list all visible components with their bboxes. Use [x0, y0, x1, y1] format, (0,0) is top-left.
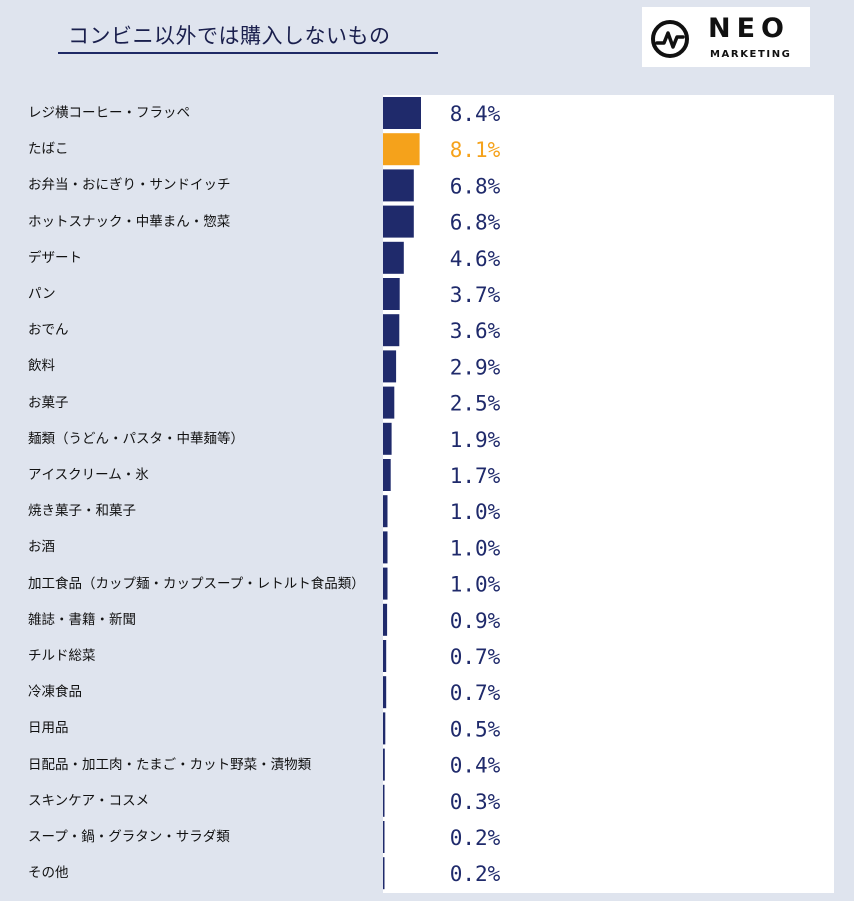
logo-marketing-text: MARKETING	[710, 49, 792, 60]
bar	[383, 314, 400, 347]
bar	[383, 205, 414, 238]
value-label: 1.0%	[450, 500, 501, 524]
category-label: パン	[28, 286, 56, 302]
bar	[383, 857, 385, 890]
value-label: 1.7%	[450, 464, 501, 488]
category-label: 焼き菓子・和菓子	[28, 503, 136, 520]
category-label: 冷凍食品	[28, 684, 82, 701]
bar	[383, 640, 387, 672]
value-label: 0.3%	[450, 790, 501, 814]
bar	[383, 712, 386, 745]
value-label: 1.0%	[450, 573, 501, 597]
pulse-circle-icon	[651, 20, 689, 58]
category-label: スキンケア・コスメ	[28, 792, 150, 809]
bar	[383, 567, 388, 600]
bar	[383, 748, 385, 781]
value-label: 2.5%	[450, 392, 501, 416]
bar	[383, 422, 392, 455]
neo-marketing-logo: NEO MARKETING	[642, 7, 810, 67]
category-label: お弁当・おにぎり・サンドイッチ	[28, 177, 231, 194]
value-label: 2.9%	[450, 355, 501, 379]
bar	[383, 821, 385, 853]
bar	[383, 169, 414, 202]
category-label: アイスクリーム・氷	[28, 467, 149, 483]
category-label: 麺類（うどん・パスタ・中華麺等）	[28, 430, 244, 447]
value-label: 0.7%	[450, 681, 501, 705]
category-label: たばこ	[28, 141, 69, 158]
bar	[383, 350, 397, 383]
title-underline	[58, 52, 438, 54]
value-label: 0.2%	[450, 862, 501, 886]
category-label: おでん	[28, 322, 69, 339]
category-label: 日用品	[28, 720, 69, 737]
chart-title: コンビニ以外では購入しないもの	[68, 24, 391, 48]
category-label: 日配品・加工肉・たまご・カット野菜・漬物類	[28, 756, 312, 773]
value-label: 0.2%	[450, 826, 501, 850]
bar	[383, 386, 395, 419]
value-label: 3.6%	[450, 319, 501, 343]
category-label: 飲料	[28, 358, 55, 375]
category-label: 雑誌・書籍・新聞	[28, 611, 136, 628]
logo-neo-text: NEO	[708, 13, 790, 44]
value-label: 8.1%	[450, 138, 501, 162]
value-label: 6.8%	[450, 174, 501, 198]
bar	[383, 495, 388, 528]
bar	[383, 278, 400, 310]
bar-chart: 8.4% 8.1% 6.8% 6.8% 4.6% 3.7% 3.6% 2.9% 2.5% 1.9%…	[383, 97, 501, 890]
bar	[383, 603, 388, 636]
category-label: ホットスナック・中華まん・惣菜	[28, 213, 231, 230]
category-label: 加工食品（カップ麺・カップスープ・レトルト食品類）	[28, 575, 365, 592]
bar	[383, 784, 385, 817]
value-label: 8.4%	[450, 102, 501, 126]
bar	[383, 676, 387, 709]
category-label: その他	[28, 865, 69, 882]
category-label: お酒	[28, 539, 55, 556]
chart-panel: 8.4% 8.1% 6.8% 6.8% 4.6% 3.7% 3.6% 2.9% 2.5% 1.9%…	[383, 95, 834, 893]
bar	[383, 459, 391, 491]
value-label: 6.8%	[450, 211, 501, 235]
category-label: レジ横コーヒー・フラッペ	[28, 105, 190, 121]
value-label: 1.9%	[450, 428, 501, 452]
category-label: お菓子	[28, 394, 69, 411]
value-label: 0.4%	[450, 754, 501, 778]
category-label: スープ・鍋・グラタン・サラダ類	[28, 829, 230, 845]
value-label: 0.9%	[450, 609, 501, 633]
category-label: デザート	[28, 249, 82, 266]
value-label: 0.7%	[450, 645, 501, 669]
value-label: 0.5%	[450, 717, 501, 741]
value-label: 1.0%	[450, 536, 501, 560]
value-label: 4.6%	[450, 247, 501, 271]
bar	[383, 531, 388, 564]
bar	[383, 133, 420, 166]
bar	[383, 97, 421, 129]
bar	[383, 241, 404, 274]
value-label: 3.7%	[450, 283, 501, 307]
category-label: チルド総菜	[28, 648, 96, 664]
